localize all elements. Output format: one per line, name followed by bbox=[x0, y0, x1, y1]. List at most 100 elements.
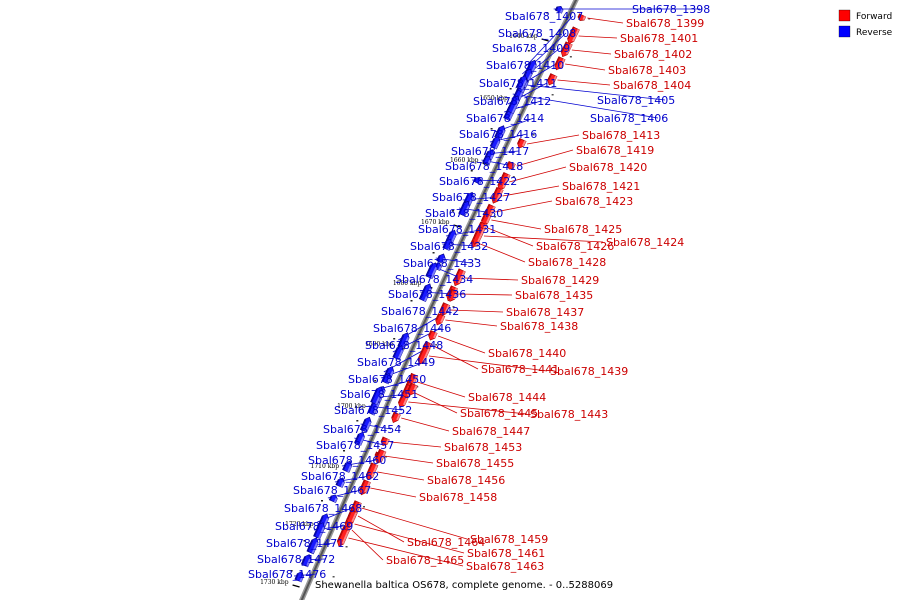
reverse-gene-label-sbal678_1469: Sbal678_1469 bbox=[275, 520, 353, 533]
reverse-gene-glyph bbox=[335, 477, 345, 488]
reverse-gene-glyph bbox=[306, 537, 319, 555]
leader-line bbox=[408, 401, 528, 415]
reverse-gene-label-sbal678_1452: Sbal678_1452 bbox=[334, 404, 412, 417]
small-feature-marker bbox=[345, 546, 348, 548]
small-feature-marker bbox=[452, 210, 455, 212]
leader-line bbox=[354, 523, 465, 554]
reverse-gene-label-sbal678_1449: Sbal678_1449 bbox=[357, 356, 435, 369]
reverse-gene-label-sbal678_1410: Sbal678_1410 bbox=[486, 59, 564, 72]
forward-gene-label-sbal678_1428: Sbal678_1428 bbox=[528, 256, 606, 269]
reverse-gene-label-sbal678_1407: Sbal678_1407 bbox=[505, 10, 583, 23]
leader-line bbox=[516, 149, 574, 167]
leader-line bbox=[361, 507, 468, 540]
small-feature-marker bbox=[343, 450, 346, 452]
small-feature-marker bbox=[321, 500, 324, 502]
reverse-gene-glyph bbox=[425, 262, 438, 280]
forward-gene-label-sbal678_1419: Sbal678_1419 bbox=[576, 144, 654, 157]
forward-gene-glyph bbox=[417, 345, 431, 365]
reverse-gene-label-sbal678_1418: Sbal678_1418 bbox=[445, 160, 523, 173]
forward-gene-glyph bbox=[554, 56, 566, 71]
reverse-gene-glyph bbox=[436, 253, 446, 264]
leader-line bbox=[377, 471, 425, 481]
tick-mark bbox=[453, 224, 461, 228]
leader-line bbox=[390, 441, 442, 448]
leader-line bbox=[525, 15, 574, 67]
forward-gene-glyph bbox=[453, 268, 466, 287]
small-feature-marker bbox=[532, 134, 535, 136]
leader-line bbox=[357, 515, 405, 543]
reverse-gene-label-sbal678_1416: Sbal678_1416 bbox=[459, 128, 537, 141]
tick-label: 1680 kbp bbox=[393, 280, 422, 287]
legend-swatch-reverse bbox=[838, 25, 851, 38]
leader-line bbox=[417, 381, 466, 398]
small-feature-marker bbox=[490, 128, 493, 130]
backbone-line bbox=[300, 0, 578, 600]
leader-line bbox=[370, 487, 417, 498]
tick-label: 1690 kbp bbox=[365, 341, 394, 348]
reverse-gene-label-sbal678_1462: Sbal678_1462 bbox=[301, 470, 379, 483]
reverse-gene-glyph bbox=[359, 416, 372, 433]
forward-gene-glyph bbox=[435, 313, 446, 326]
forward-gene-glyph bbox=[346, 509, 358, 525]
small-feature-marker bbox=[290, 570, 293, 572]
forward-gene-label-sbal678_1438: Sbal678_1438 bbox=[500, 320, 578, 333]
tick-label: 1700 kbp bbox=[337, 403, 366, 410]
reverse-gene-label-sbal678_1471: Sbal678_1471 bbox=[266, 537, 344, 550]
reverse-gene-glyph bbox=[418, 283, 432, 303]
reverse-gene-label-sbal678_1409: Sbal678_1409 bbox=[492, 42, 570, 55]
small-feature-marker bbox=[393, 338, 396, 340]
leader-line bbox=[412, 391, 458, 414]
forward-gene-label-sbal678_1464: Sbal678_1464 bbox=[407, 536, 485, 549]
tick-mark bbox=[292, 584, 300, 588]
reverse-gene-label-sbal678_1422: Sbal678_1422 bbox=[439, 175, 517, 188]
forward-gene-glyph bbox=[407, 382, 418, 396]
leader-line bbox=[495, 200, 553, 213]
gene-glyphs bbox=[294, 5, 587, 583]
forward-gene-glyph bbox=[472, 225, 486, 245]
reverse-gene-label-sbal678_1454: Sbal678_1454 bbox=[323, 423, 401, 436]
reverse-gene-label-sbal678_1433: Sbal678_1433 bbox=[403, 257, 481, 270]
leader-line bbox=[587, 17, 624, 24]
tick-mark bbox=[541, 38, 549, 42]
small-feature-marker bbox=[432, 252, 435, 254]
small-feature-marker bbox=[410, 300, 413, 302]
forward-gene-label-sbal678_1458: Sbal678_1458 bbox=[419, 491, 497, 504]
reverse-gene-glyph bbox=[489, 136, 501, 150]
reverse-gene-glyph bbox=[313, 522, 326, 540]
tick-label: 1670 kbp bbox=[421, 219, 450, 226]
forward-gene-label-sbal678_1463: Sbal678_1463 bbox=[466, 560, 544, 573]
genome-caption: Shewanella baltica OS678, complete genom… bbox=[315, 580, 613, 591]
forward-gene-label-sbal678_1429: Sbal678_1429 bbox=[521, 274, 599, 287]
forward-gene-label-sbal678_1443: Sbal678_1443 bbox=[530, 408, 608, 421]
forward-gene-label-sbal678_1424: Sbal678_1424 bbox=[606, 236, 684, 249]
reverse-gene-label-sbal678_1457: Sbal678_1457 bbox=[316, 439, 394, 452]
forward-gene-glyph bbox=[447, 288, 459, 302]
reverse-gene-label-sbal678_1412: Sbal678_1412 bbox=[473, 95, 551, 108]
reverse-gene-glyph bbox=[392, 345, 404, 361]
reverse-gene-glyph bbox=[515, 75, 528, 91]
reverse-gene-label-sbal678_1476: Sbal678_1476 bbox=[248, 568, 326, 581]
reverse-gene-glyph bbox=[554, 5, 564, 14]
forward-gene-glyph bbox=[428, 330, 438, 341]
reverse-gene-glyph bbox=[442, 238, 453, 251]
reverse-gene-glyph bbox=[370, 386, 384, 406]
reverse-gene-glyph bbox=[294, 570, 304, 583]
leader-line bbox=[428, 355, 548, 372]
forward-gene-label-sbal678_1403: Sbal678_1403 bbox=[608, 64, 686, 77]
leader-line bbox=[433, 345, 479, 370]
leader-line bbox=[480, 243, 526, 263]
forward-gene-label-sbal678_1444: Sbal678_1444 bbox=[468, 391, 546, 404]
tick-label: 1710 kbp bbox=[311, 463, 340, 470]
leader-line bbox=[437, 335, 486, 354]
forward-gene-glyph bbox=[336, 527, 350, 547]
reverse-gene-label-sbal678_1398: Sbal678_1398 bbox=[632, 3, 710, 16]
forward-gene-label-sbal678_1423: Sbal678_1423 bbox=[555, 195, 633, 208]
reverse-gene-label-sbal678_1434: Sbal678_1434 bbox=[395, 273, 473, 286]
reverse-gene-label-sbal678_1406: Sbal678_1406 bbox=[590, 112, 668, 125]
reverse-gene-glyph bbox=[473, 176, 482, 185]
reverse-gene-glyph bbox=[342, 460, 353, 473]
tick-label: 1650 kbp bbox=[479, 95, 508, 102]
leader-line bbox=[512, 93, 659, 119]
forward-gene-glyph bbox=[547, 73, 558, 86]
strand-legend: Forward Reverse bbox=[838, 9, 893, 38]
